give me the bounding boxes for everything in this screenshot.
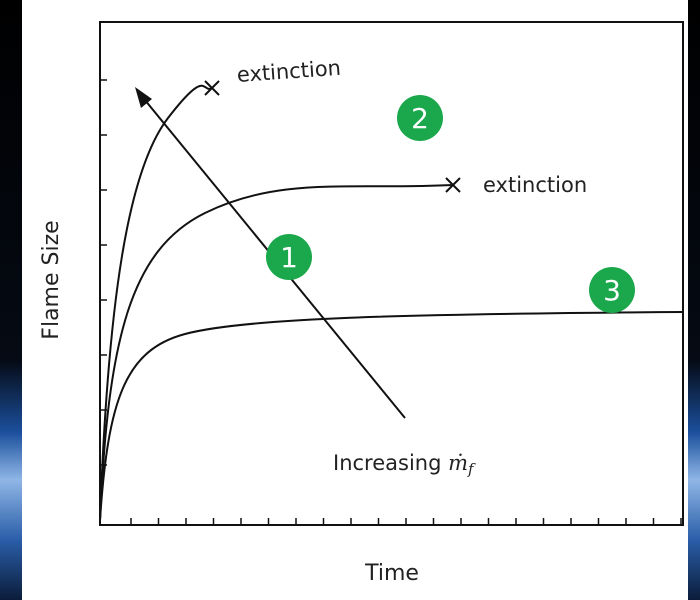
extinction-marker bbox=[445, 177, 461, 193]
badge: 2 bbox=[397, 95, 443, 141]
curve-bottom bbox=[99, 311, 684, 521]
arrow-label: Increasing ṁf bbox=[333, 451, 476, 479]
badge-label: 2 bbox=[411, 102, 429, 135]
plot-frame bbox=[99, 21, 684, 526]
arrow-head bbox=[135, 87, 152, 108]
badge-label: 3 bbox=[603, 274, 621, 307]
curve-middle bbox=[99, 184, 454, 521]
badge: 3 bbox=[589, 267, 635, 313]
badge: 1 bbox=[266, 234, 312, 280]
panel bbox=[22, 0, 688, 600]
arrow-label-subscript: f bbox=[467, 460, 476, 478]
arrow-label-symbol: ṁ bbox=[448, 451, 468, 475]
annotation: extinction bbox=[483, 173, 587, 197]
extinction-marker bbox=[204, 80, 220, 96]
badge-label: 1 bbox=[280, 241, 298, 274]
curve-top bbox=[99, 84, 213, 521]
arrow-label-text: Increasing bbox=[333, 451, 441, 475]
x-axis-label: Time bbox=[364, 561, 419, 586]
y-axis-label: Flame Size bbox=[39, 220, 64, 339]
